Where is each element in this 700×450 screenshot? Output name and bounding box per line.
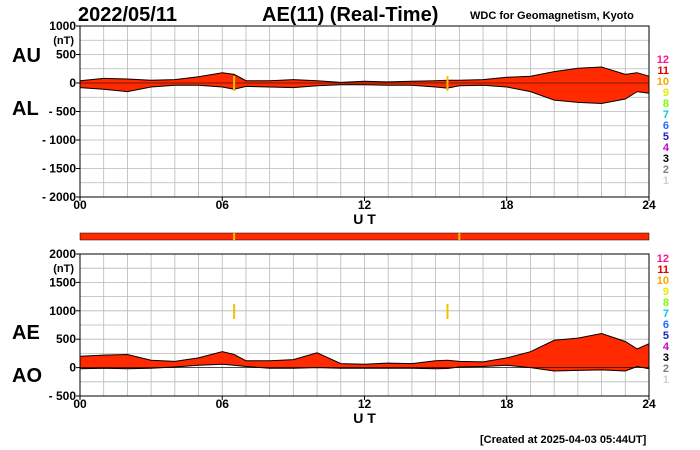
station-count-label: 5 [663,330,669,342]
station-count-label: 2 [663,164,669,176]
station-flag-mark [458,233,461,240]
station-count-label: 7 [663,308,669,320]
station-count-label: 4 [663,341,670,353]
au-series-line [79,66,650,83]
index-title: AE(11) (Real-Time) [262,4,439,26]
station-count-label: 12 [657,54,669,66]
station-count-label: 11 [657,264,669,276]
x-tick-label: 06 [216,198,230,212]
al-series-line [79,84,650,105]
y-tick-label: 0 [69,76,76,90]
x-tick-label: 06 [216,397,230,411]
x-tick-label: 18 [500,198,514,212]
y-tick-label: 500 [56,48,76,62]
x-tick-label: 18 [500,397,514,411]
x-tick-label: 24 [642,397,656,411]
x-axis-label: U T [353,410,376,426]
station-count-label: 1 [663,175,669,187]
station-count-label: 6 [663,120,669,132]
y-unit-label: (nT) [53,35,74,47]
y-tick-label: - 500 [49,105,77,119]
series-label-al: AL [12,98,39,120]
station-count-label: 2 [663,363,669,375]
date-title: 2022/05/11 [78,4,177,26]
station-count-label: 12 [657,253,669,265]
organization-label: WDC for Geomagnetism, Kyoto [470,10,634,22]
y-tick-label: 1500 [49,275,76,289]
station-count-label: 5 [663,131,669,143]
y-tick-label: - 2000 [42,190,76,204]
x-tick-label: 12 [358,198,372,212]
y-tick-label: 0 [69,361,76,375]
station-count-label: 8 [663,98,669,110]
created-timestamp: [Created at 2025-04-03 05:44UT] [480,434,647,446]
series-label-ao: AO [12,365,42,387]
y-tick-label: 1000 [49,304,76,318]
ae-ao-band [80,333,649,371]
station-count-label: 8 [663,297,669,309]
au-al-panel: 1000 500 0 - 500 - 1000 - 1500 - 2000 (nT) 00 06 1… [12,19,670,227]
station-count-label: 6 [663,319,669,331]
y-unit-label: (nT) [53,263,74,275]
station-count-label: 10 [657,76,669,88]
y-tick-label: 500 [56,332,76,346]
station-count-label: 9 [663,87,669,99]
station-count-label: 1 [663,374,669,386]
station-flag-bar [79,232,650,241]
station-count-label: 3 [663,153,669,165]
ao-series-line [79,363,650,372]
x-tick-label: 24 [642,198,656,212]
series-label-ae: AE [12,322,40,344]
station-count-label: 4 [663,142,670,154]
y-tick-label: - 500 [49,389,77,403]
station-count-label: 10 [657,275,669,287]
x-tick-label: 00 [73,397,87,411]
series-label-au: AU [12,45,41,67]
station-count-label: 9 [663,286,669,298]
y-tick-label: 2000 [49,247,76,261]
station-count-label: 11 [657,65,669,77]
y-tick-label: - 1500 [42,162,76,176]
x-tick-label: 00 [73,198,87,212]
x-axis-label: U T [353,211,376,227]
y-tick-label: - 1000 [42,133,76,147]
x-tick-label: 12 [358,397,372,411]
station-count-label: 7 [663,109,669,121]
station-count-label: 3 [663,352,669,364]
ae-series-line [79,332,650,365]
station-flag-mark [233,233,236,240]
au-al-band [80,67,649,104]
y-tick-label: 1000 [49,19,76,33]
